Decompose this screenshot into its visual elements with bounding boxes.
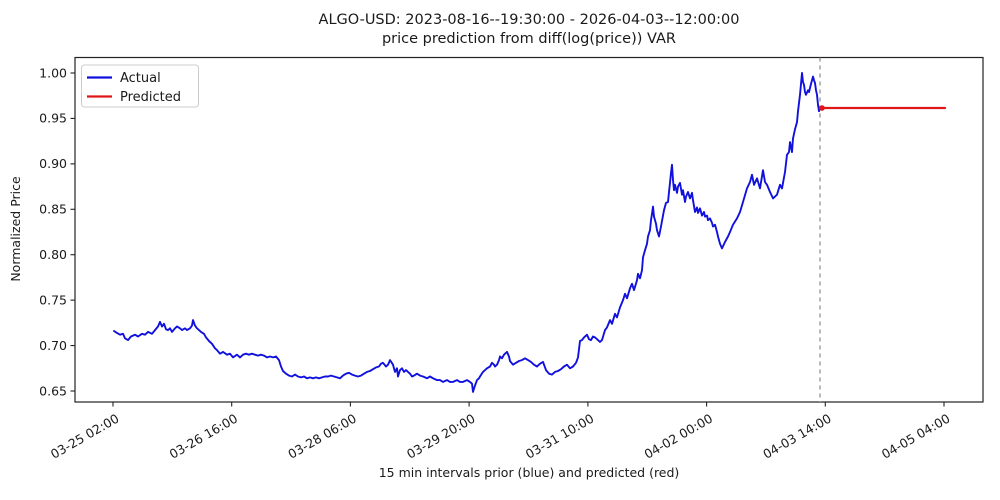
legend-actual-label: Actual xyxy=(120,71,161,86)
svg-text:03-25 02:00: 03-25 02:00 xyxy=(48,411,122,462)
svg-text:0.75: 0.75 xyxy=(39,292,67,307)
legend-predicted-label: Predicted xyxy=(120,90,181,105)
svg-text:0.80: 0.80 xyxy=(39,247,67,262)
svg-text:04-03 14:00: 04-03 14:00 xyxy=(760,411,834,462)
svg-text:0.65: 0.65 xyxy=(39,383,67,398)
svg-text:04-05 04:00: 04-05 04:00 xyxy=(879,411,953,462)
x-axis-label: 15 min intervals prior (blue) and predic… xyxy=(379,465,680,480)
svg-text:0.85: 0.85 xyxy=(39,202,67,217)
svg-text:0.70: 0.70 xyxy=(39,338,67,353)
svg-text:04-02 00:00: 04-02 00:00 xyxy=(641,411,715,462)
y-axis-label: Normalized Price xyxy=(8,176,23,282)
svg-text:0.95: 0.95 xyxy=(39,111,67,126)
x-axis-ticks: 03-25 02:00 03-26 16:00 03-28 06:00 03-29 2… xyxy=(48,402,953,462)
svg-text:03-28 06:00: 03-28 06:00 xyxy=(285,411,359,462)
plot-area-frame xyxy=(74,56,984,403)
prediction-start-marker xyxy=(819,105,825,111)
legend: Actual Predicted xyxy=(81,64,199,108)
chart-title-line1: ALGO-USD: 2023-08-16--19:30:00 - 2026-04… xyxy=(319,12,740,28)
y-axis-ticks: 0.65 0.70 0.75 0.80 0.85 0.90 0.95 1.00 xyxy=(39,65,75,398)
svg-text:03-31 10:00: 03-31 10:00 xyxy=(523,411,597,462)
svg-text:03-29 20:00: 03-29 20:00 xyxy=(404,411,478,462)
svg-text:0.90: 0.90 xyxy=(39,156,67,171)
svg-text:1.00: 1.00 xyxy=(39,65,67,80)
svg-text:03-26 16:00: 03-26 16:00 xyxy=(167,411,241,462)
chart-title-line2: price prediction from diff(log(price)) V… xyxy=(382,31,676,47)
actual-series-line xyxy=(113,72,821,393)
